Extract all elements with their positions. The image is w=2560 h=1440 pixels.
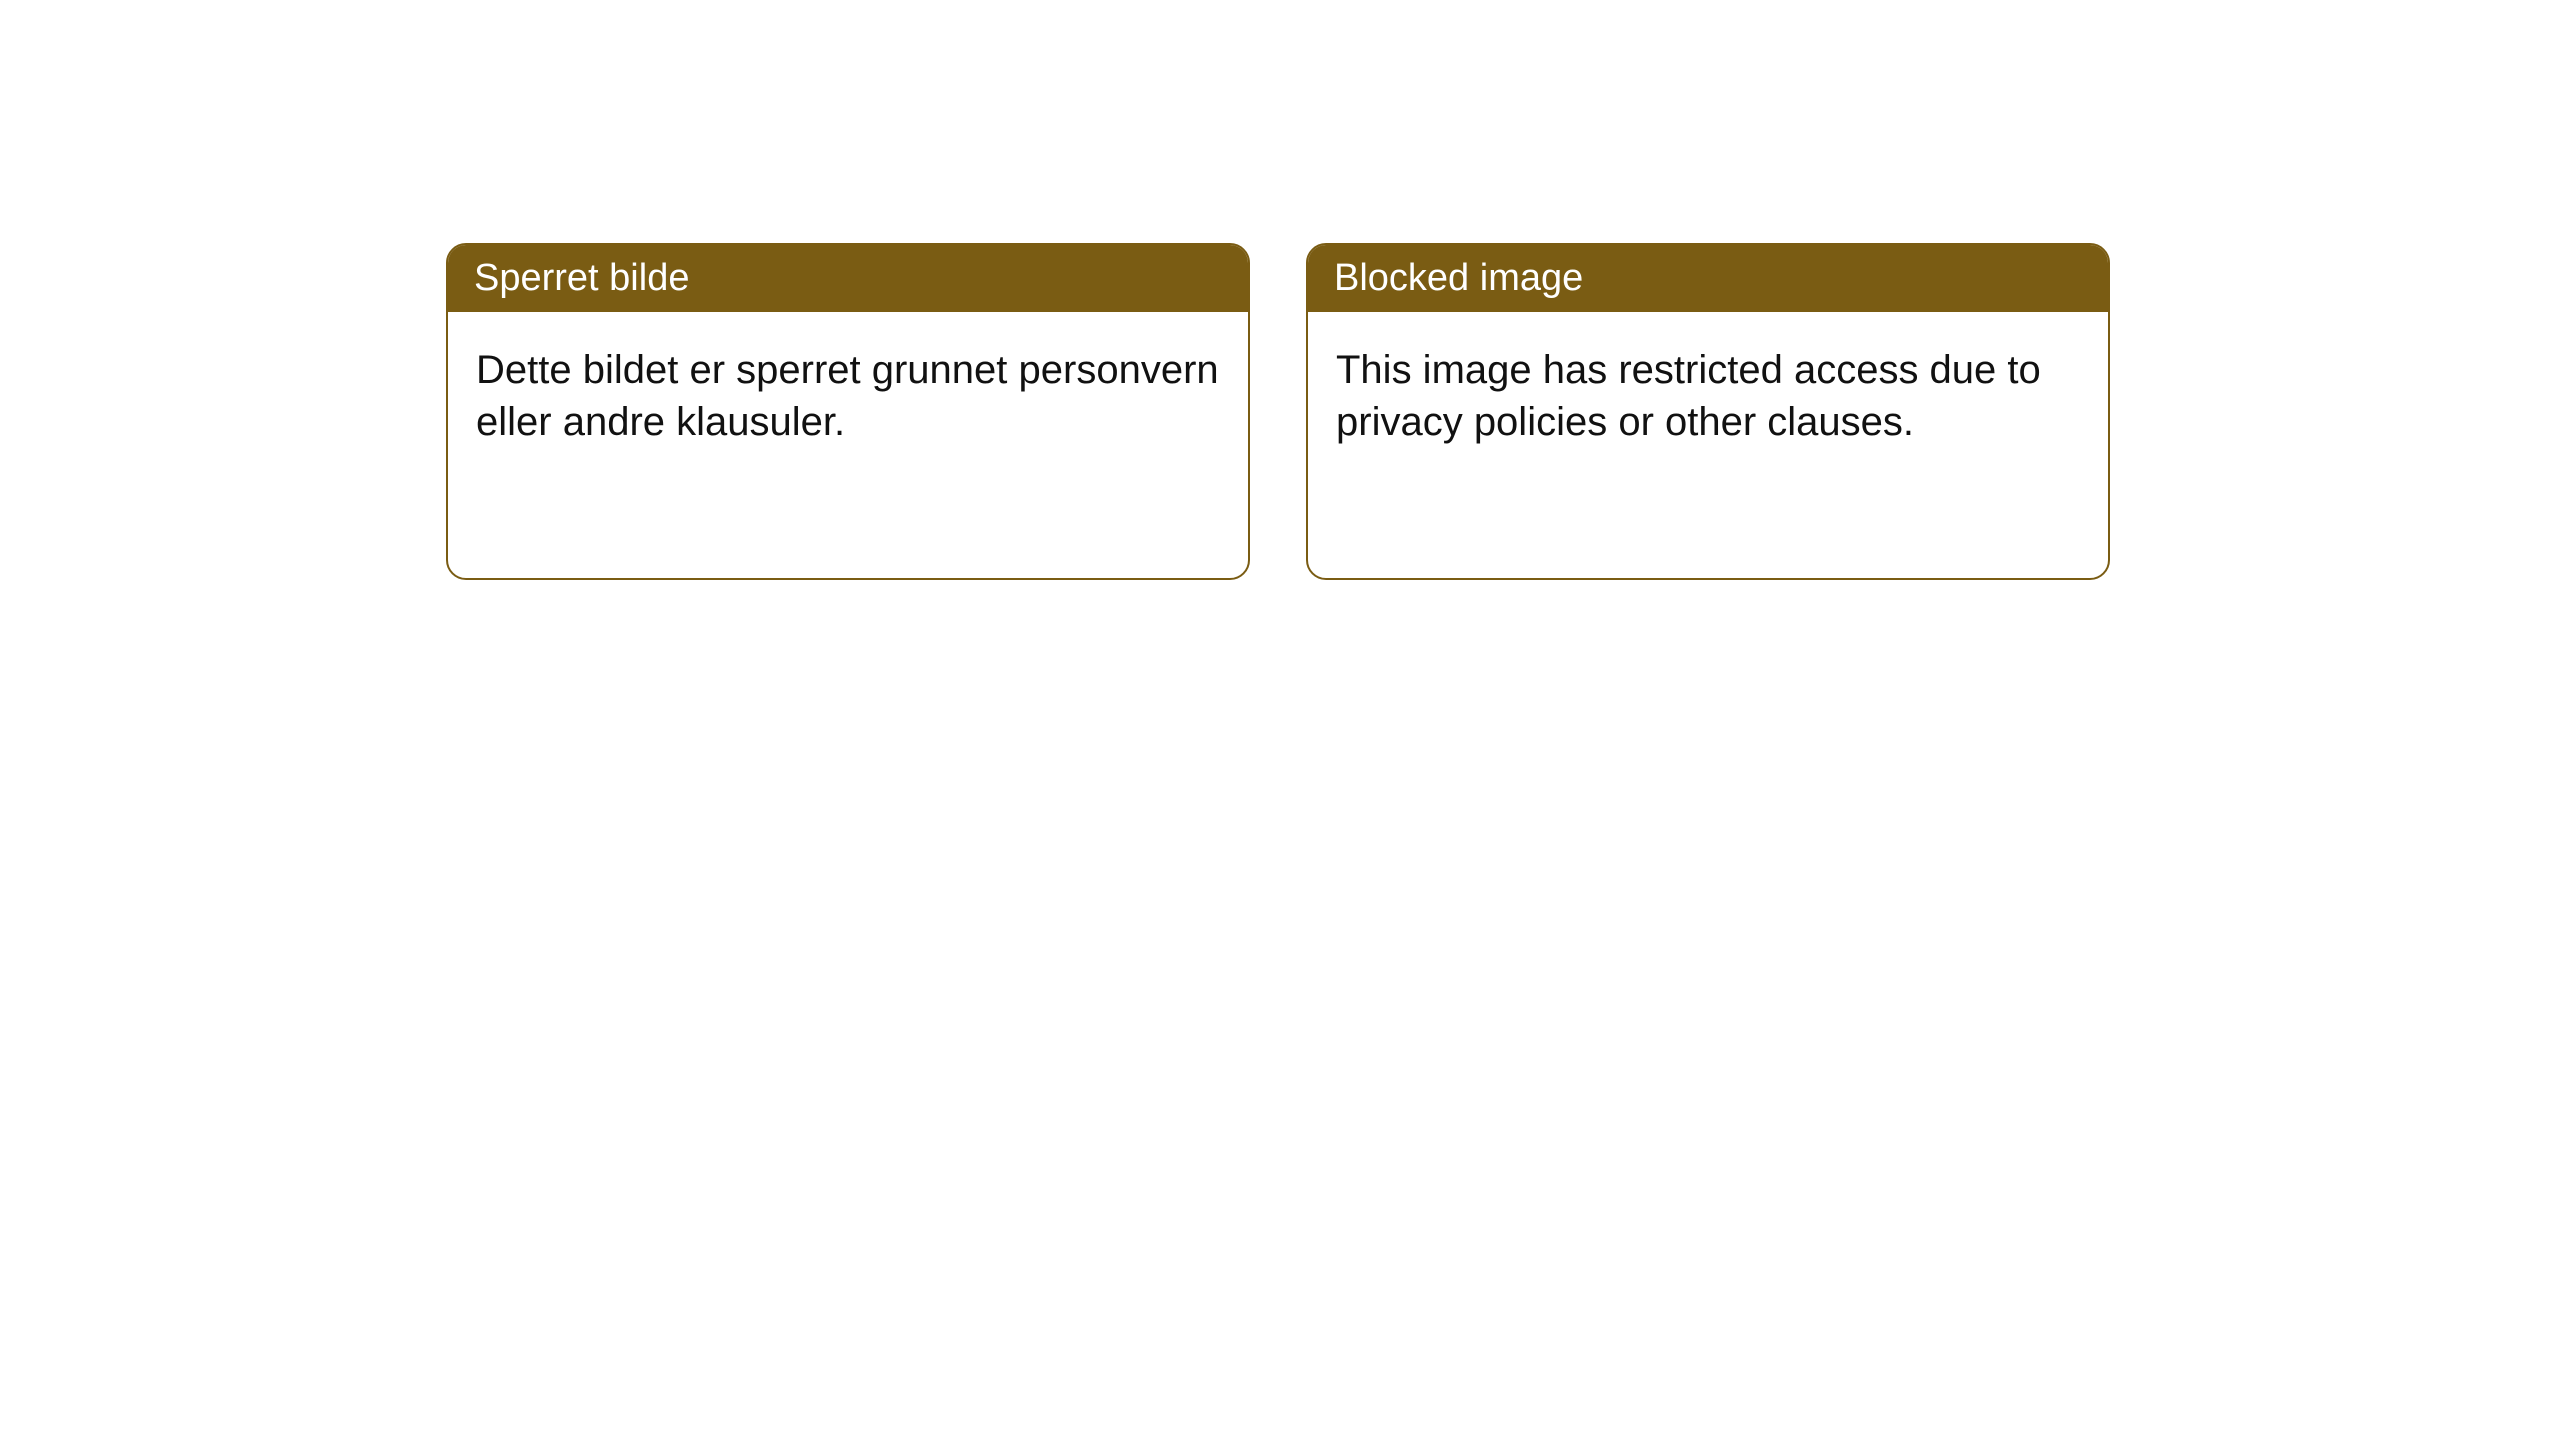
card-body-text: This image has restricted access due to … [1308,312,2108,480]
notice-card-english: Blocked image This image has restricted … [1306,243,2110,580]
notice-card-norwegian: Sperret bilde Dette bildet er sperret gr… [446,243,1250,580]
card-title: Sperret bilde [448,245,1248,312]
notice-cards-row: Sperret bilde Dette bildet er sperret gr… [446,243,2110,580]
card-title: Blocked image [1308,245,2108,312]
card-body-text: Dette bildet er sperret grunnet personve… [448,312,1248,480]
